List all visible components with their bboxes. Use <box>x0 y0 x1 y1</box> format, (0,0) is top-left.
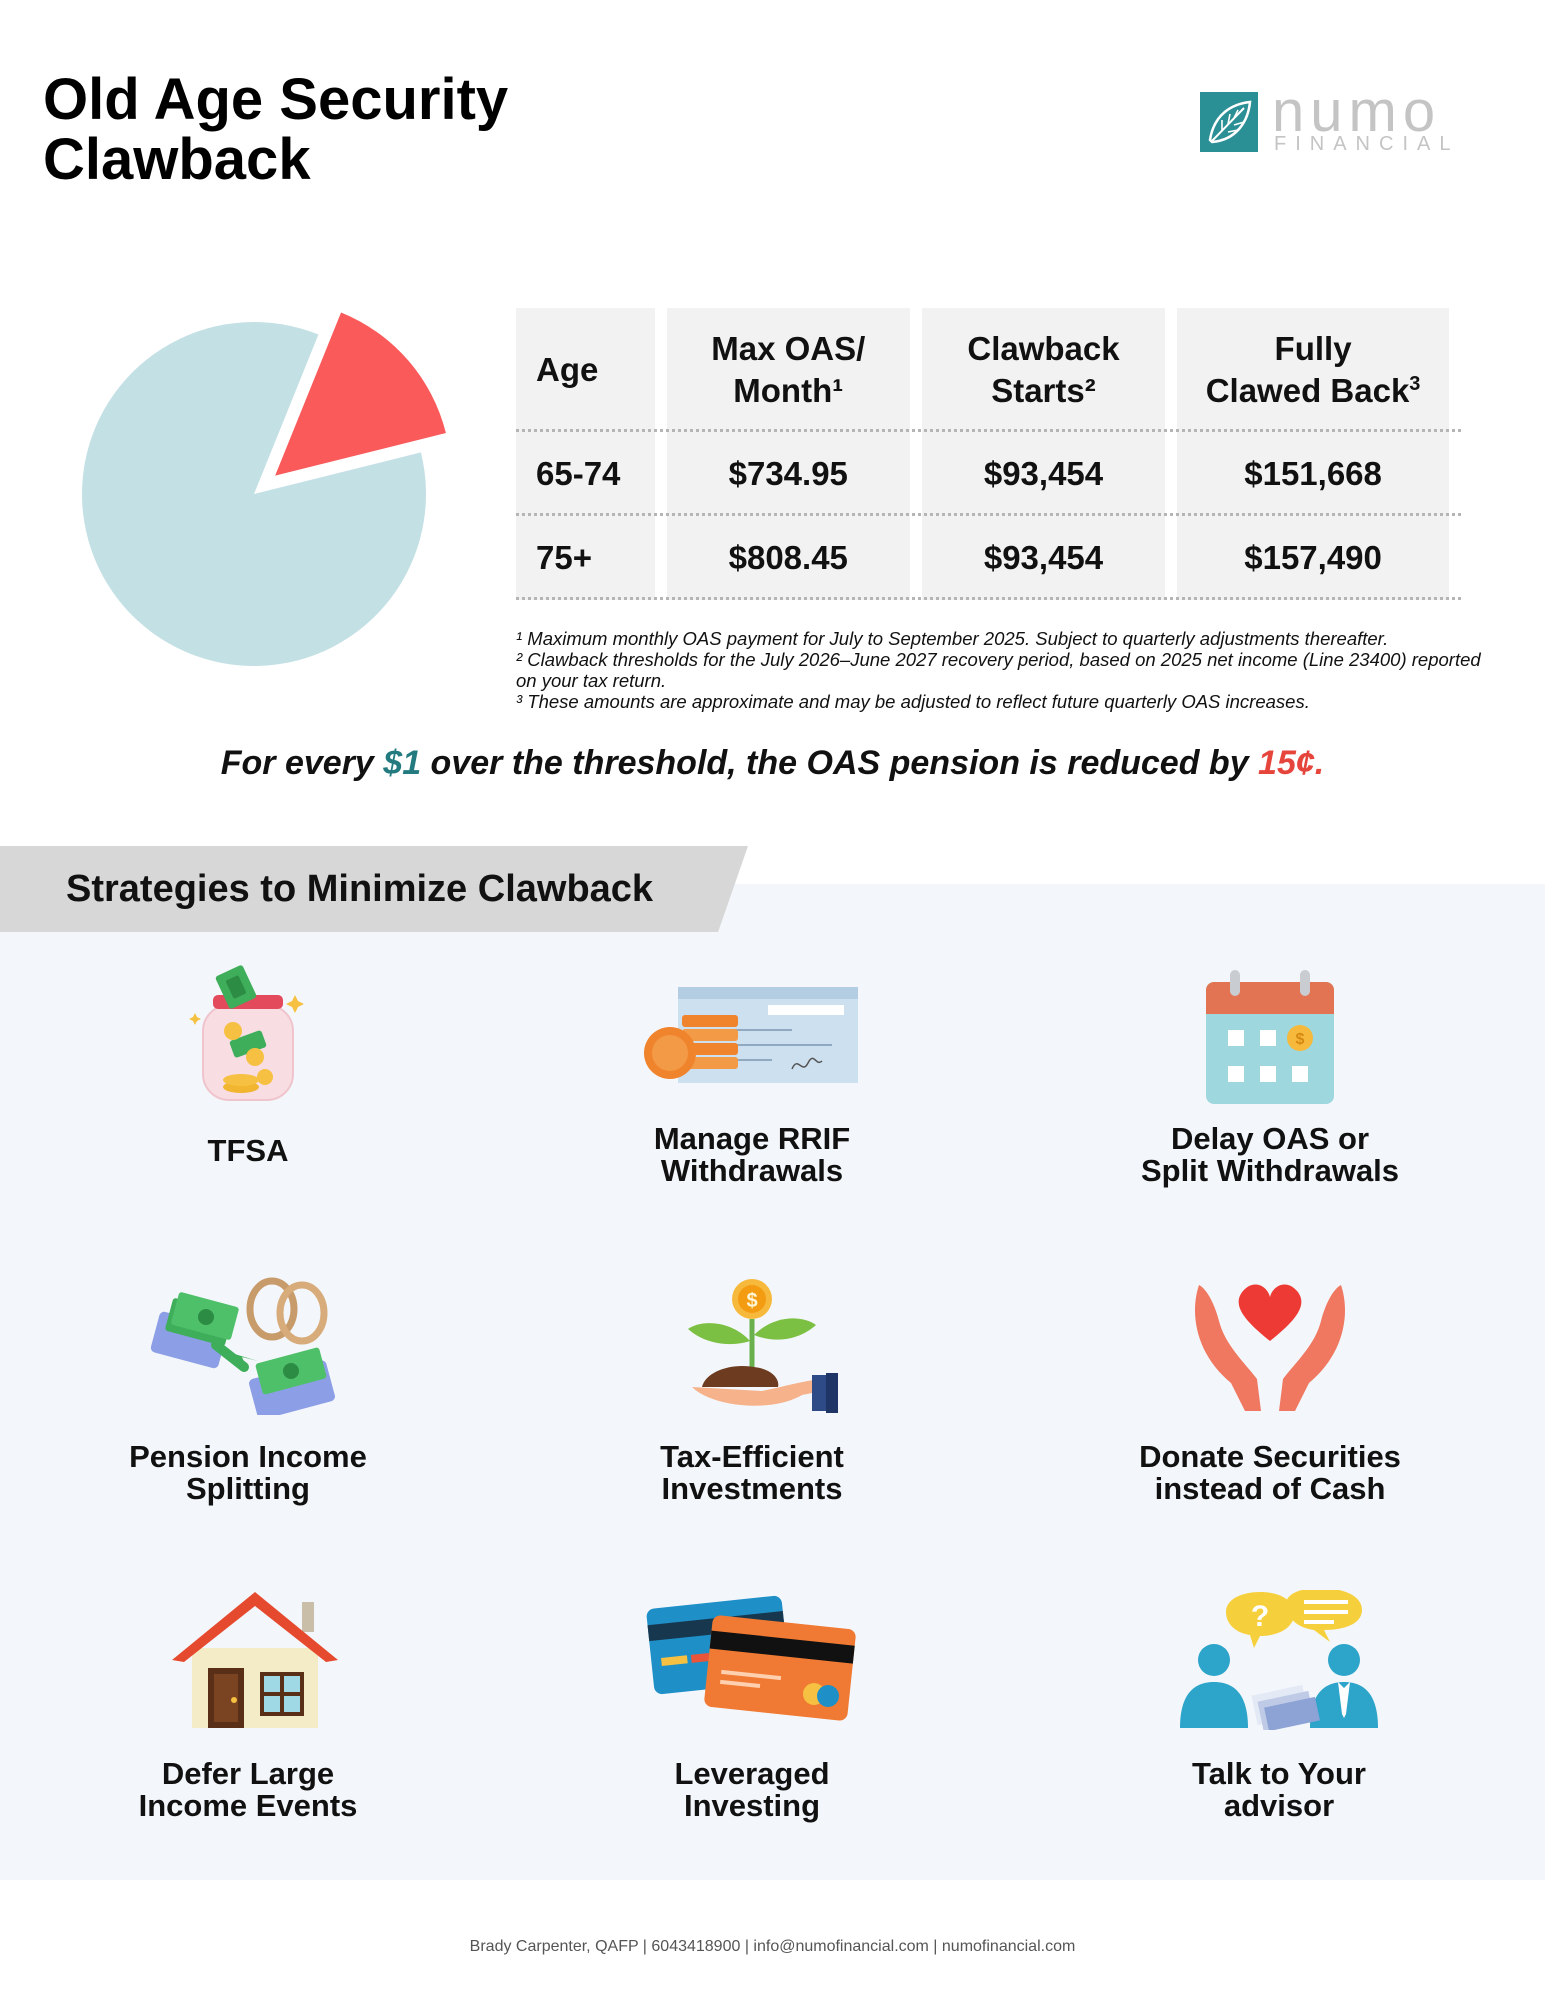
strategy-leveraged: Leveraged Investing <box>552 1592 952 1832</box>
logo-subtitle: FINANCIAL <box>1274 133 1460 155</box>
clawback-pie-chart <box>81 312 446 666</box>
advisor-chat-icon: ? <box>1180 1590 1378 1730</box>
footnote-1: ¹ Maximum monthly OAS payment for July t… <box>516 628 1389 649</box>
oas-table: Age Max OAS/Month¹ Clawback Starts² Fully… <box>516 308 1461 600</box>
strategy-label: Defer Large Income Events <box>138 1756 358 1823</box>
cell-age: 65-74 <box>516 432 655 516</box>
table-header-row: Age Max OAS/Month¹ Clawback Starts² Fully… <box>516 308 1461 432</box>
pie-clawback-slice <box>275 312 446 476</box>
footnote-2: ² Clawback thresholds for the July 2026–… <box>516 649 1481 691</box>
strategies-title: Strategies to Minimize Clawback <box>66 868 654 910</box>
rings-money-transfer-icon <box>150 1277 335 1415</box>
header-fully-clawed-back: Fully Clawed Back3 <box>1177 308 1450 432</box>
cell-max-oas: $734.95 <box>666 432 910 516</box>
credit-cards-icon <box>646 1595 856 1721</box>
footnote-3: ³ These amounts are approximate and may … <box>516 691 1310 712</box>
strategy-tfsa: TFSA <box>48 965 448 1185</box>
cell-clawback-starts: $93,454 <box>921 432 1166 516</box>
svg-text:?: ? <box>1251 1600 1269 1633</box>
logo-wordmark: numo <box>1272 79 1442 144</box>
cell-fully-clawed-back: $151,668 <box>1177 432 1450 516</box>
table-row: 75+ $808.45 $93,454 $157,490 <box>516 516 1461 600</box>
strategy-label: Talk to Your advisor <box>1192 1756 1366 1823</box>
house-icon <box>172 1592 338 1728</box>
page-title-line2: Clawback <box>43 127 311 192</box>
calendar-icon: $ <box>1206 970 1334 1104</box>
strategy-advisor: ? Talk to Your advisor <box>1079 1590 1479 1830</box>
strategy-delay-oas: $ Delay OAS or Split Withdrawals <box>1070 968 1470 1188</box>
header-clawback-starts: Clawback Starts² <box>921 308 1166 432</box>
strategy-label: Donate Securities instead of Cash <box>1139 1439 1401 1506</box>
cell-max-oas: $808.45 <box>666 516 910 600</box>
money-plant-icon: $ <box>688 1279 838 1413</box>
strategy-pension-splitting: Pension Income Splitting <box>48 1275 448 1505</box>
strategy-label: Manage RRIF Withdrawals <box>653 1121 851 1188</box>
numo-logo: numo FINANCIAL <box>1200 79 1470 155</box>
header-age: Age <box>516 308 655 432</box>
tagline-reduction: 15¢. <box>1258 744 1325 782</box>
page-title-line1: Old Age Security <box>43 67 509 132</box>
strategy-label: Delay OAS or Split Withdrawals <box>1140 1121 1400 1188</box>
cell-fully-clawed-back: $157,490 <box>1177 516 1450 600</box>
footer-contact: Brady Carpenter, QAFP | 6043418900 | inf… <box>469 1938 1076 1955</box>
strategy-label: Pension Income Splitting <box>129 1439 367 1506</box>
page-title: Old Age Security Clawback <box>43 70 643 190</box>
heart-hands-icon <box>1194 1284 1346 1411</box>
svg-text:$: $ <box>1296 1031 1305 1048</box>
cell-age: 75+ <box>516 516 655 600</box>
svg-text:$: $ <box>746 1290 757 1312</box>
clawback-tagline: For every $1 over the threshold, the OAS… <box>220 744 1325 782</box>
strategy-rrif: Manage RRIF Withdrawals <box>552 975 952 1195</box>
header-max-oas: Max OAS/Month¹ <box>666 308 910 432</box>
money-jar-icon <box>189 965 304 1101</box>
strategy-label: TFSA <box>207 1133 289 1168</box>
tagline-amount: $1 <box>383 744 422 782</box>
leaf-icon <box>1200 92 1258 152</box>
strategy-defer: Defer Large Income Events <box>48 1588 448 1828</box>
strategies-banner: Strategies to Minimize Clawback <box>0 846 748 932</box>
footnotes: ¹ Maximum monthly OAS payment for July t… <box>516 628 1486 712</box>
strategy-tax-efficient: $ Tax-Efficient Investments <box>552 1275 952 1505</box>
table-row: 65-74 $734.95 $93,454 $151,668 <box>516 432 1461 516</box>
strategy-label: Tax-Efficient Investments <box>660 1439 844 1506</box>
strategy-label: Leveraged Investing <box>674 1756 830 1823</box>
pie-main-slice <box>81 322 427 666</box>
cheque-coins-icon <box>644 987 858 1083</box>
cell-clawback-starts: $93,454 <box>921 516 1166 600</box>
strategy-donate: Donate Securities instead of Cash <box>1070 1275 1470 1505</box>
